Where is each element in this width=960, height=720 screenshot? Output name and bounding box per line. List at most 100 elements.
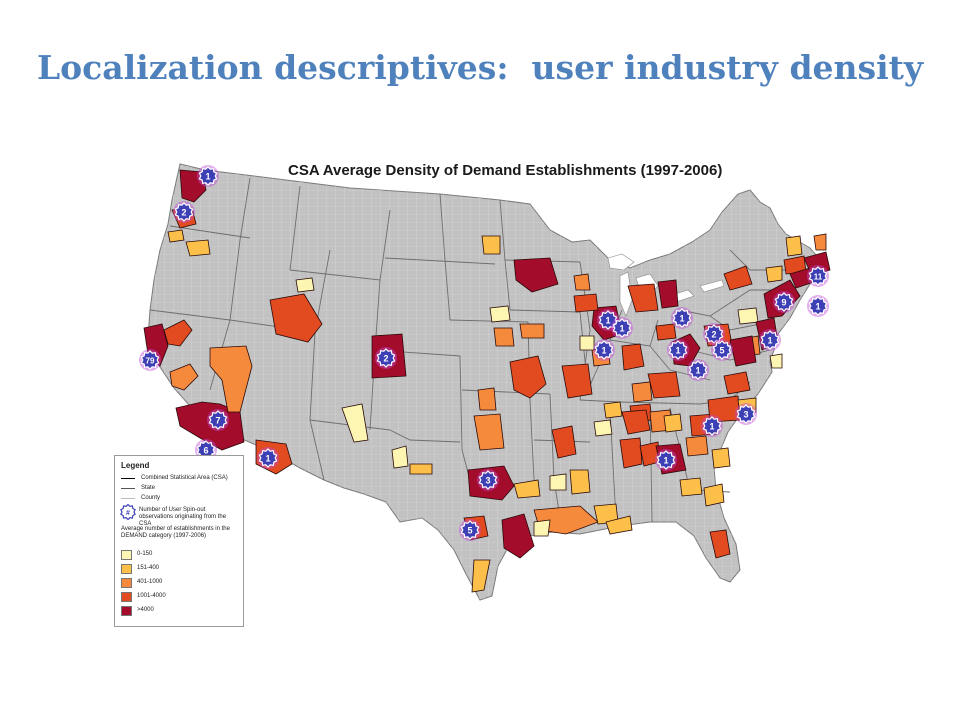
spinout-badge: 2	[375, 347, 397, 369]
spinout-badge: 5	[459, 519, 481, 541]
csa-detroit	[627, 283, 659, 313]
legend-class-label: 1001-4000	[137, 593, 166, 599]
legend-title: Legend	[121, 461, 150, 470]
csa-nashville	[621, 409, 651, 435]
spinout-count: 1	[709, 422, 714, 432]
spinout-count: 1	[619, 324, 624, 334]
csa-minneapolis	[513, 257, 559, 293]
legend-class-label: >4000	[137, 607, 154, 613]
spinout-count: 9	[781, 298, 786, 308]
csa-midland	[409, 463, 433, 475]
csa-chattanooga	[663, 413, 683, 433]
spinout-count: 7	[215, 416, 220, 426]
csa-pensacola	[605, 515, 633, 535]
csa-memphis	[619, 437, 643, 469]
svg-text:#: #	[126, 510, 130, 517]
csa-louisville	[603, 401, 623, 419]
csa-albuquerque	[341, 403, 369, 443]
legend-badge-label: Number of User Spin-out observations ori…	[139, 507, 227, 527]
csa-wichita	[477, 387, 497, 411]
spinout-count: 2	[711, 330, 716, 340]
spinout-badge: 3	[477, 469, 499, 491]
spinout-badge: 3	[735, 403, 757, 425]
csa-tulsa	[551, 425, 577, 459]
spinout-badge: 9	[773, 291, 795, 313]
csa-columbus	[647, 371, 681, 399]
spinout-badge: 1	[667, 339, 689, 361]
csa-boise	[295, 277, 315, 293]
spinout-badge: 1	[807, 295, 829, 317]
spinout-badge: 1	[671, 307, 693, 329]
spinout-count: 1	[679, 314, 684, 324]
spinout-badge: 1	[655, 449, 677, 471]
csa-eugene	[167, 229, 185, 243]
spinout-badge: 1	[611, 317, 633, 339]
csa-indianapolis	[621, 343, 645, 371]
csa-jackson	[549, 473, 567, 491]
csa-richmond	[723, 371, 751, 395]
spinout-count: 1	[601, 346, 606, 356]
legend-class-label: 0-150	[137, 551, 153, 557]
csa-las-vegas	[209, 345, 253, 413]
spinout-count: 1	[695, 366, 700, 376]
legend-swatch	[121, 592, 132, 602]
spinout-count: 2	[181, 208, 186, 218]
legend-swatch	[121, 606, 132, 616]
spinout-count: 1	[265, 454, 270, 464]
csa-rochester	[765, 265, 783, 283]
spinout-count: 3	[743, 410, 748, 420]
csa-sacramento	[163, 319, 193, 347]
csa-peoria	[579, 335, 595, 351]
csa-portland-me	[813, 233, 827, 251]
csa-fresno	[169, 363, 199, 391]
csa-lexington	[593, 419, 613, 437]
legend-class-label: 151-400	[137, 565, 160, 571]
spinout-count: 3	[485, 476, 490, 486]
legend-swatch	[121, 550, 132, 560]
csa-density-map: 1 2 79 7 6 1 2 3 5 1 1 1 1 1 2 1 5 1 9 1 11 3 1 1 CSA Average D…	[110, 150, 850, 630]
spinout-badge: 1	[593, 339, 615, 361]
csa-grand-rapids	[657, 279, 679, 309]
legend-badge-icon: #	[120, 504, 136, 520]
spinout-badge: 1	[687, 359, 709, 381]
csa-houston	[501, 513, 535, 559]
spinout-count: 5	[467, 526, 472, 536]
csa-savannah	[711, 447, 731, 469]
spinout-count: 1	[663, 456, 668, 466]
csa-orlando	[709, 529, 731, 559]
csa-el-paso	[391, 445, 409, 469]
csa-tallahassee	[679, 477, 703, 497]
spinout-count: 1	[815, 302, 820, 312]
csa-kansas-city	[509, 355, 547, 399]
csa-toledo	[655, 323, 677, 341]
csa-st-louis	[561, 363, 593, 399]
csa-bend	[185, 239, 211, 257]
spinout-badge: 7	[207, 409, 229, 431]
legend-swatch	[121, 564, 132, 574]
map-legend: Legend Combined Statistical Area (CSA) S…	[114, 455, 244, 627]
spinout-badge: 11	[807, 265, 829, 287]
spinout-count: 79	[146, 357, 155, 366]
csa-milwaukee	[573, 293, 599, 313]
legend-swatch	[121, 578, 132, 588]
spinout-count: 2	[383, 354, 388, 364]
csa-buffalo	[723, 265, 753, 291]
csa-washington	[729, 335, 757, 367]
spinout-badge: 2	[173, 201, 195, 223]
spinout-badge: 2	[703, 323, 725, 345]
csa-delaware	[769, 353, 783, 369]
spinout-count: 1	[675, 346, 680, 356]
csa-lancaster	[737, 307, 759, 325]
csa-fargo	[481, 235, 501, 255]
spinout-badge: 79	[139, 349, 161, 371]
spinout-count: 1	[767, 336, 772, 346]
csa-lincoln	[519, 323, 545, 339]
csa-corpus	[471, 559, 491, 593]
csa-madison	[573, 273, 591, 291]
spinout-badge: 1	[197, 165, 219, 187]
csa-los-angeles	[175, 401, 245, 451]
slide-title: Localization descriptives: user industry…	[36, 48, 924, 87]
csa-baton-rouge	[533, 519, 551, 537]
